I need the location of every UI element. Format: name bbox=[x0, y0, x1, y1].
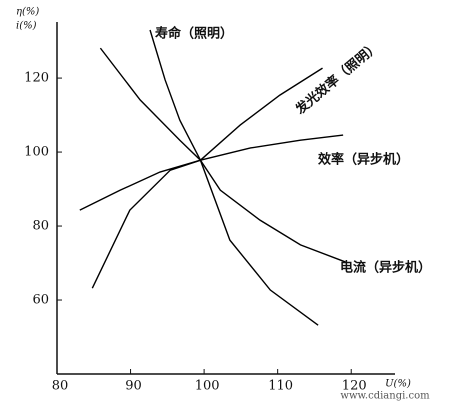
x-axis-label: U(%) bbox=[385, 379, 411, 390]
y-axis-label: η(%) bbox=[16, 7, 39, 18]
x-tick-label: 120 bbox=[342, 379, 367, 394]
y-axis-label: i(%) bbox=[16, 21, 37, 32]
x-tick-label: 90 bbox=[125, 379, 142, 394]
series-label: 电流（异步机） bbox=[340, 260, 431, 276]
series-label: 寿命（照明） bbox=[155, 26, 233, 42]
y-tick-label: 100 bbox=[24, 145, 49, 160]
watermark: www.cdiangi.com bbox=[340, 391, 430, 402]
x-tick-label: 100 bbox=[195, 379, 220, 394]
x-tick-label: 110 bbox=[268, 379, 293, 394]
y-tick-label: 120 bbox=[24, 71, 49, 86]
series-label: 效率（异步机） bbox=[318, 152, 409, 168]
y-tick-label: 60 bbox=[32, 293, 49, 308]
series-line bbox=[79, 134, 344, 211]
x-tick-label: 80 bbox=[52, 379, 69, 394]
series-line bbox=[99, 47, 346, 263]
y-tick-label: 80 bbox=[32, 219, 49, 234]
series-line bbox=[149, 29, 319, 326]
